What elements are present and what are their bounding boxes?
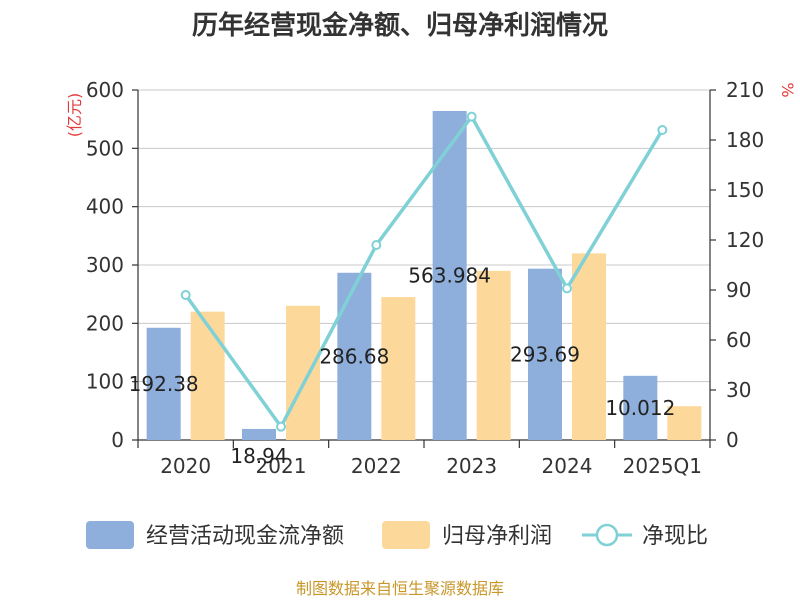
legend-swatch-net-profit xyxy=(382,521,430,549)
ratio-line xyxy=(180,111,668,432)
right-axis-tick-label: 150 xyxy=(726,178,764,202)
data-label: 192.38 xyxy=(129,372,199,396)
legend-label-ratio: 净现比 xyxy=(642,524,708,549)
x-axis-tick-label: 2020 xyxy=(160,454,211,478)
x-axis-tick-label: 2025Q1 xyxy=(623,454,702,478)
data-labels: 192.38 18.94 286.68 563.984 293.69 10.012 xyxy=(129,264,676,468)
bar-net-profit xyxy=(667,406,702,440)
ratio-point xyxy=(562,283,572,294)
bar-cash-flow xyxy=(242,428,276,440)
axes: 0 100 200 300 400 500 600(亿元) 0 30 60 90 120 150 180 2… xyxy=(65,78,797,478)
ratio-point xyxy=(276,421,286,432)
right-axis-unit: % xyxy=(778,82,797,97)
bar-net-profit xyxy=(286,305,320,440)
ratio-line-path xyxy=(184,113,664,430)
left-axis-tick-label: 400 xyxy=(86,195,124,219)
bar-cash-flow xyxy=(623,375,658,440)
source-note: 制图数据来自恒生聚源数据库 xyxy=(296,579,504,598)
x-axis-tick-label: 2023 xyxy=(446,454,497,478)
left-axis-tick-label: 500 xyxy=(86,136,124,160)
ratio-point xyxy=(466,111,477,122)
legend-label-cash-flow: 经营活动现金流净额 xyxy=(146,524,344,549)
bar-cash-flow xyxy=(337,272,372,440)
data-label: 563.984 xyxy=(408,264,491,288)
left-axis-tick-label: 100 xyxy=(86,370,124,394)
right-axis-tick-label: 30 xyxy=(726,378,751,402)
bar-net-profit xyxy=(572,253,606,440)
legend-swatch-ratio-marker xyxy=(595,523,619,547)
ratio-point xyxy=(657,125,668,135)
left-axis-tick-label: 600 xyxy=(86,78,124,102)
x-axis-tick-label: 2022 xyxy=(351,454,402,478)
data-label: 293.69 xyxy=(510,342,580,366)
legend-swatch-cash-flow xyxy=(86,521,134,549)
ratio-point xyxy=(371,240,382,250)
bars xyxy=(146,111,702,440)
x-axis-tick-label: 2021 xyxy=(256,454,307,478)
right-axis-tick-label: 0 xyxy=(726,428,739,452)
legend: 经营活动现金流净额 归母净利润 净现比 xyxy=(86,521,708,549)
data-label: 10.012 xyxy=(605,396,675,420)
right-axis-tick-label: 90 xyxy=(726,278,751,302)
x-axis-tick-label: 2024 xyxy=(542,454,593,478)
left-axis-unit: (亿元) xyxy=(65,93,84,138)
left-axis-tick-label: 300 xyxy=(86,253,124,277)
gridlines xyxy=(138,89,710,383)
bar-cash-flow xyxy=(146,327,181,440)
left-axis-tick-label: 200 xyxy=(86,311,124,335)
bar-net-profit xyxy=(476,270,511,440)
bar-net-profit xyxy=(381,297,416,440)
chart-title: 历年经营现金净额、归母净利润情况 xyxy=(192,10,608,41)
ratio-point xyxy=(180,290,191,300)
bar-cash-flow xyxy=(528,268,562,440)
data-label: 286.68 xyxy=(319,344,389,368)
right-axis-tick-label: 180 xyxy=(726,128,764,152)
legend-label-net-profit: 归母净利润 xyxy=(442,524,552,549)
right-axis-tick-label: 120 xyxy=(726,228,764,252)
data-label: 18.94 xyxy=(230,444,287,468)
right-axis-tick-label: 210 xyxy=(726,78,764,102)
bar-net-profit xyxy=(190,311,225,440)
bar-cash-flow xyxy=(432,111,467,440)
left-axis-tick-label: 0 xyxy=(111,428,124,452)
right-axis-tick-label: 60 xyxy=(726,328,751,352)
